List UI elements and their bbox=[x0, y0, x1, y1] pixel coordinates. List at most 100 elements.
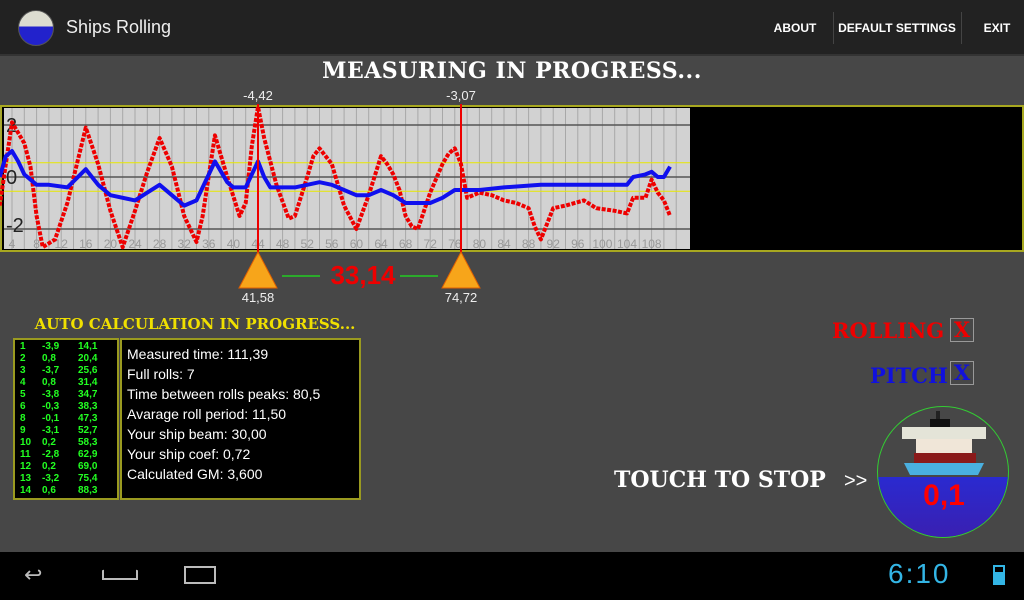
table-row: 12 0,2 69,0 bbox=[15, 461, 117, 473]
table-row: 10 0,2 58,3 bbox=[15, 437, 117, 449]
x-tick-label: 104 bbox=[617, 237, 637, 251]
pitch-label: PITCH bbox=[870, 363, 948, 388]
table-cell: 69,0 bbox=[78, 461, 98, 472]
x-tick-label: 96 bbox=[571, 237, 585, 251]
info-line: Calculated GM: 3,600 bbox=[127, 466, 263, 482]
x-tick-label: 88 bbox=[522, 237, 536, 251]
arrows: >> bbox=[844, 470, 868, 492]
table-cell: 0,8 bbox=[42, 353, 56, 364]
table-cell: -3,1 bbox=[42, 425, 60, 436]
table-cell: -3,7 bbox=[42, 365, 60, 376]
peak-marker-triangle bbox=[441, 250, 481, 289]
x-tick-label: 20 bbox=[104, 237, 118, 251]
back-icon[interactable]: ↩ bbox=[24, 562, 43, 587]
touch-to-stop-label[interactable]: TOUCH TO STOP bbox=[614, 467, 826, 493]
x-tick-label: 48 bbox=[276, 237, 290, 251]
stop-gauge-button[interactable]: 0,1 bbox=[877, 406, 1009, 538]
table-cell: 20,4 bbox=[78, 353, 98, 364]
table-cell: -3,9 bbox=[42, 341, 60, 352]
x-tick-label: 68 bbox=[399, 237, 413, 251]
table-cell: -3,8 bbox=[42, 389, 60, 400]
rolling-label: ROLLING bbox=[832, 318, 945, 343]
table-cell: -0,3 bbox=[42, 401, 60, 412]
table-cell: 12 bbox=[20, 461, 32, 472]
gauge-value: 0,1 bbox=[923, 479, 965, 512]
table-cell: 0,6 bbox=[42, 485, 56, 496]
default-settings-button[interactable]: DEFAULT SETTINGS bbox=[838, 21, 956, 35]
y-tick-label: 0 bbox=[6, 167, 17, 189]
x-tick-label: 64 bbox=[374, 237, 388, 251]
x-tick-label: 72 bbox=[424, 237, 438, 251]
table-row: 6 -0,3 38,3 bbox=[15, 401, 117, 413]
peak-marker-triangle bbox=[238, 250, 278, 289]
table-cell: 0,2 bbox=[42, 437, 56, 448]
info-line: Full rolls: 7 bbox=[127, 366, 195, 382]
table-cell: 11 bbox=[20, 449, 31, 460]
x-tick-label: 16 bbox=[79, 237, 93, 251]
x-tick-label: 80 bbox=[473, 237, 487, 251]
menu-divider bbox=[833, 12, 834, 44]
table-cell: 88,3 bbox=[78, 485, 98, 496]
table-row: 1 -3,9 14,1 bbox=[15, 341, 117, 353]
table-cell: 1 bbox=[20, 341, 26, 352]
table-cell: 75,4 bbox=[78, 473, 98, 484]
table-cell: 14 bbox=[20, 485, 32, 496]
table-cell: 52,7 bbox=[78, 425, 98, 436]
exit-button[interactable]: EXIT bbox=[983, 21, 1011, 35]
table-cell: -0,1 bbox=[42, 413, 60, 424]
x-tick-label: 92 bbox=[547, 237, 561, 251]
calc-title: AUTO CALCULATION IN PROGRESS... bbox=[34, 315, 356, 333]
menu-divider bbox=[961, 12, 962, 44]
table-cell: 58,3 bbox=[78, 437, 98, 448]
app-logo-icon bbox=[18, 10, 54, 46]
table-cell: 4 bbox=[20, 377, 26, 388]
recents-icon[interactable] bbox=[184, 566, 216, 584]
x-tick-label: 52 bbox=[301, 237, 315, 251]
app-title: Ships Rolling bbox=[66, 17, 172, 37]
table-cell: 62,9 bbox=[78, 449, 98, 460]
x-tick-label: 108 bbox=[642, 237, 662, 251]
battery-icon bbox=[993, 565, 1005, 585]
y-tick-label: -2 bbox=[6, 215, 24, 237]
results-panel: Measured time: 111,39 Full rolls: 7 Time b… bbox=[120, 338, 361, 500]
roll-chart: 4812162024283236404448525660646872768084… bbox=[0, 104, 1024, 289]
rolling-series-line bbox=[0, 104, 672, 250]
pitch-checkbox[interactable]: X bbox=[950, 361, 974, 385]
home-icon[interactable] bbox=[102, 564, 138, 580]
x-tick-label: 76 bbox=[448, 237, 462, 251]
table-cell: 25,6 bbox=[78, 365, 98, 376]
table-row: 2 0,8 20,4 bbox=[15, 353, 117, 365]
table-cell: 13 bbox=[20, 473, 32, 484]
info-line: Time between rolls peaks: 80,5 bbox=[127, 386, 321, 402]
table-row: 14 0,6 88,3 bbox=[15, 485, 117, 497]
table-cell: -2,8 bbox=[42, 449, 60, 460]
water bbox=[878, 477, 1008, 537]
x-tick-label: 12 bbox=[55, 237, 69, 251]
x-tick-label: 28 bbox=[153, 237, 167, 251]
x-tick-label: 40 bbox=[227, 237, 241, 251]
x-tick-label: 84 bbox=[497, 237, 511, 251]
x-tick-label: 56 bbox=[325, 237, 339, 251]
rolling-checkbox[interactable]: X bbox=[950, 318, 974, 342]
peak-time-difference: 33,14 bbox=[330, 260, 396, 290]
action-bar: Ships Rolling ABOUT DEFAULT SETTINGS EXI… bbox=[0, 0, 1024, 56]
info-line: Your ship coef: 0,72 bbox=[127, 446, 251, 462]
clock: 6:10 bbox=[888, 558, 951, 589]
x-tick-label: 24 bbox=[128, 237, 142, 251]
about-button[interactable]: ABOUT bbox=[773, 21, 817, 35]
table-row: 9 -3,1 52,7 bbox=[15, 425, 117, 437]
system-nav-bar: ↩ bbox=[0, 552, 1024, 600]
table-cell: 9 bbox=[20, 425, 26, 436]
pitch-series-line bbox=[0, 149, 672, 208]
x-tick-label: 8 bbox=[33, 237, 40, 251]
table-cell: 8 bbox=[20, 413, 26, 424]
table-row: 8 -0,1 47,3 bbox=[15, 413, 117, 425]
left-peak-label: -4,42 bbox=[243, 88, 273, 103]
table-cell: 38,3 bbox=[78, 401, 98, 412]
x-tick-label: 60 bbox=[350, 237, 364, 251]
table-cell: 14,1 bbox=[78, 341, 98, 352]
table-cell: 3 bbox=[20, 365, 26, 376]
info-line: Avarage roll period: 11,50 bbox=[127, 406, 287, 422]
table-cell: 10 bbox=[20, 437, 32, 448]
x-tick-label: 100 bbox=[592, 237, 612, 251]
